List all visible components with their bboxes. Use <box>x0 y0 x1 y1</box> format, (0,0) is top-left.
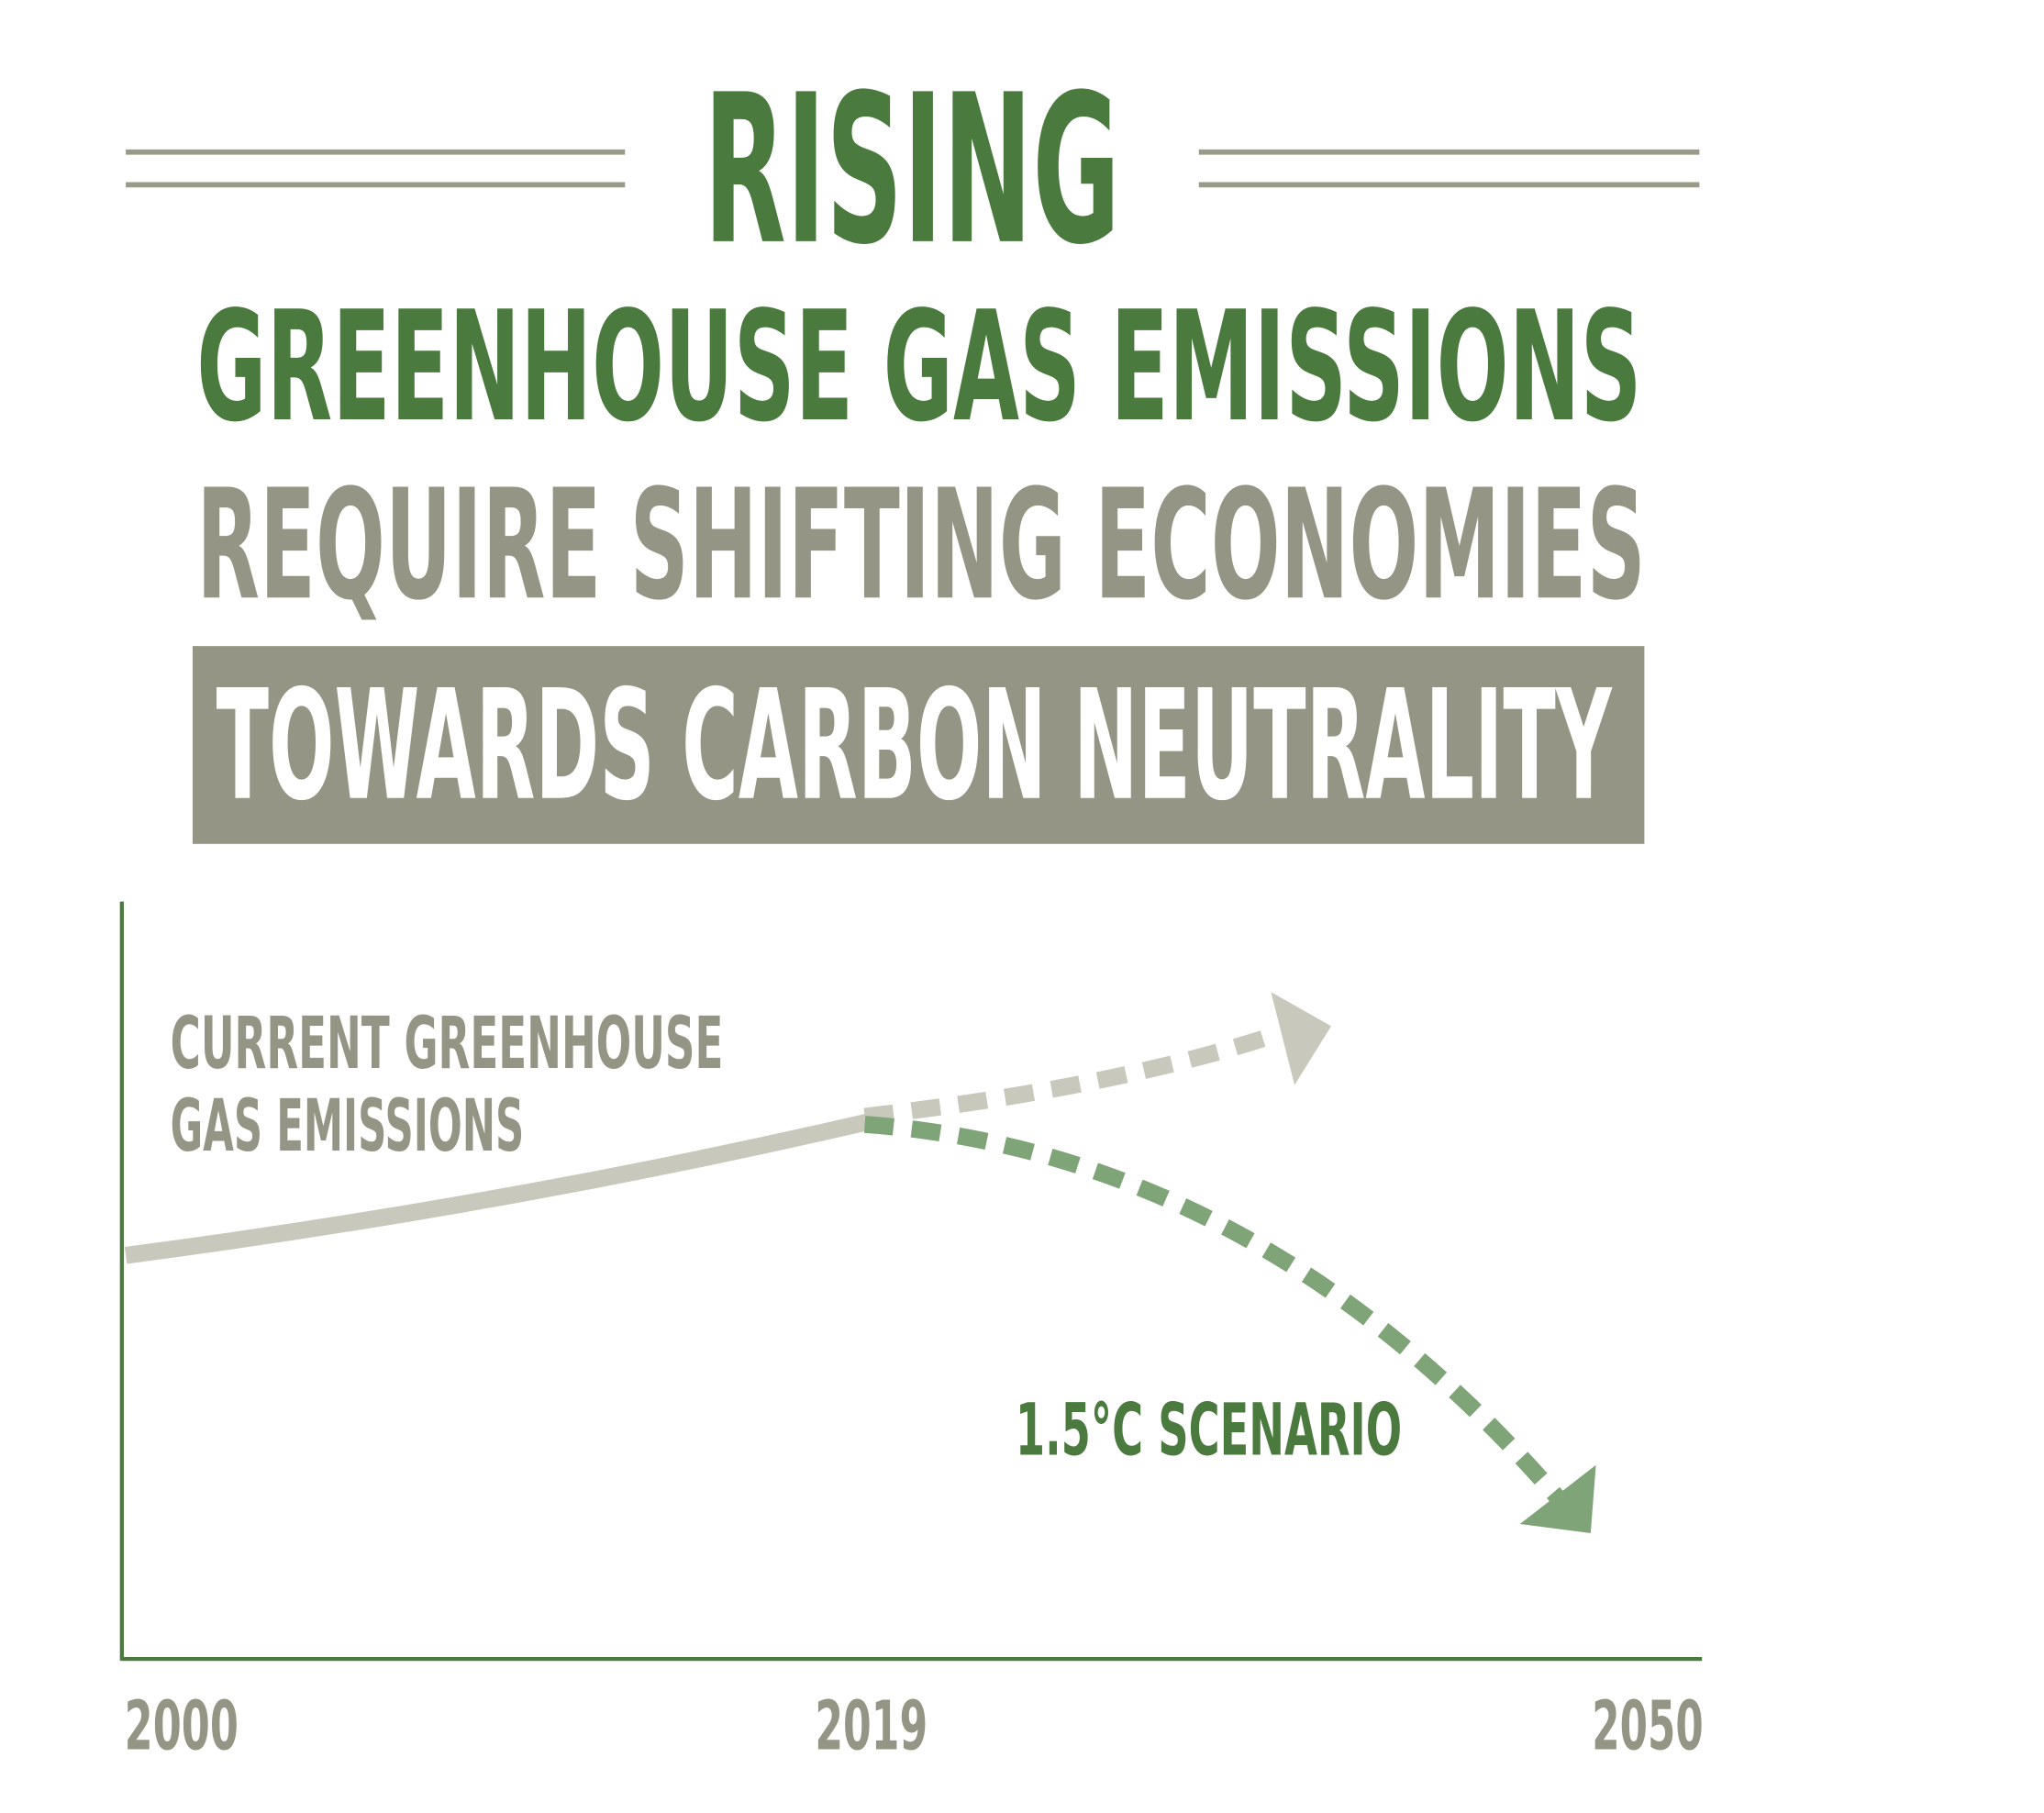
title-rules <box>126 149 1700 188</box>
headline: REQUIRE SHIFTING ECONOMIES <box>196 457 1646 634</box>
title: RISING <box>704 50 1120 290</box>
curve-label: GAS EMISSIONS <box>171 1084 525 1168</box>
business-as-usual-curve <box>863 1027 1277 1126</box>
arrowhead <box>1519 1464 1596 1534</box>
x-label: 2000 <box>125 1686 239 1766</box>
arrowhead <box>1271 992 1332 1085</box>
x-label: 2050 <box>1592 1686 1703 1766</box>
banner-text: TOWARDS CARBON NEUTRALITY <box>217 658 1613 835</box>
curve-label: CURRENT GREENHOUSE <box>171 1001 724 1085</box>
scenario-label: 1.5°C SCENARIO <box>1016 1387 1402 1472</box>
headline: GREENHOUSE GAS EMISSIONS <box>196 279 1641 456</box>
banner <box>192 646 1645 844</box>
axes <box>119 901 1703 1662</box>
current-curve <box>124 1107 894 1264</box>
scenario-curve <box>863 1116 1563 1503</box>
x-label: 2019 <box>815 1686 928 1766</box>
